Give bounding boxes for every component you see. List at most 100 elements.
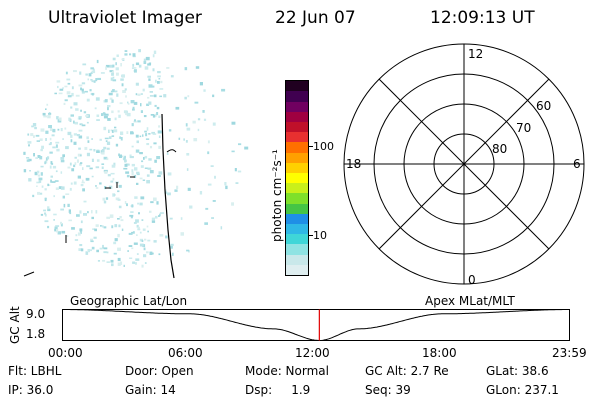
- uv-speckle: [143, 58, 146, 62]
- uv-speckle: [108, 136, 112, 139]
- uv-speckle: [45, 130, 49, 134]
- uv-speckle: [204, 222, 208, 225]
- uv-speckle: [157, 75, 161, 78]
- uv-speckle: [56, 148, 60, 152]
- uv-speckle: [82, 63, 87, 66]
- uv-speckle: [105, 66, 107, 70]
- uv-speckle: [114, 90, 118, 93]
- uv-speckle: [33, 153, 35, 157]
- uv-speckle: [90, 238, 93, 242]
- uv-speckle: [137, 202, 139, 205]
- timeline-x-tick: 12:00: [295, 346, 330, 360]
- uv-speckle: [53, 213, 57, 216]
- uv-speckle: [102, 244, 104, 249]
- sequence-value: Seq: 39: [365, 383, 411, 397]
- uv-speckle: [40, 148, 43, 152]
- uv-speckle: [131, 231, 134, 234]
- uv-speckle: [146, 225, 149, 228]
- uv-speckle: [148, 78, 151, 81]
- uv-speckle: [57, 85, 59, 89]
- uv-speckle: [136, 140, 139, 144]
- uv-speckle: [91, 210, 93, 214]
- uv-speckle: [45, 157, 48, 161]
- uv-speckle: [151, 217, 155, 221]
- uv-speckle: [119, 216, 122, 219]
- uv-speckle: [235, 182, 239, 184]
- uv-speckle: [164, 191, 168, 194]
- uv-speckle: [121, 155, 124, 158]
- uv-speckle: [150, 201, 154, 204]
- uv-speckle: [60, 159, 65, 163]
- uv-speckle: [237, 170, 242, 173]
- uv-speckle: [80, 248, 84, 252]
- uv-speckle: [145, 56, 150, 61]
- uv-speckle: [151, 131, 155, 134]
- uv-speckle: [70, 182, 73, 185]
- uv-speckle: [108, 129, 110, 133]
- uv-speckle: [113, 162, 116, 166]
- uv-speckle: [135, 262, 137, 265]
- uv-speckle: [140, 165, 144, 168]
- uv-speckle: [153, 50, 157, 54]
- uv-speckle: [135, 258, 140, 261]
- uv-speckle: [66, 235, 69, 237]
- timeline-x-tick: 23:59: [552, 346, 587, 360]
- uv-speckle: [95, 166, 100, 169]
- colorbar-tick: [308, 146, 313, 147]
- uv-speckle: [158, 215, 160, 217]
- uv-speckle: [48, 125, 52, 129]
- uv-speckle: [120, 63, 122, 67]
- terminator-line: [161, 113, 175, 279]
- uv-speckle: [127, 250, 129, 252]
- uv-speckle: [88, 73, 92, 77]
- uv-speckle: [144, 167, 149, 169]
- uv-speckle: [91, 138, 93, 140]
- uv-speckle: [157, 175, 161, 177]
- uv-speckle: [139, 243, 144, 247]
- uv-speckle: [52, 128, 56, 133]
- colorbar-segment: [286, 203, 308, 214]
- uv-speckle: [44, 188, 47, 191]
- uv-speckle: [138, 49, 141, 53]
- uv-speckle: [84, 146, 88, 150]
- uv-speckle: [148, 101, 152, 105]
- uv-speckle: [107, 106, 109, 111]
- uv-speckle: [140, 93, 143, 95]
- uv-speckle: [93, 149, 96, 152]
- uv-speckle: [187, 187, 191, 191]
- uv-speckle: [81, 88, 84, 92]
- uv-speckle: [71, 168, 75, 172]
- uv-speckle: [143, 157, 145, 160]
- uv-speckle: [90, 240, 94, 243]
- uv-speckle: [40, 213, 44, 216]
- uv-speckle: [89, 167, 93, 170]
- uv-speckle: [126, 112, 131, 117]
- uv-speckle: [80, 162, 83, 164]
- uv-speckle: [73, 164, 76, 168]
- uv-speckle: [83, 200, 87, 203]
- uv-speckle: [27, 141, 32, 144]
- uv-speckle: [121, 58, 125, 61]
- uv-speckle: [130, 100, 135, 104]
- uv-speckle: [114, 126, 117, 129]
- uv-speckle: [165, 235, 168, 239]
- uv-speckle: [142, 179, 146, 181]
- uv-speckle: [55, 170, 58, 173]
- uv-speckle: [73, 141, 77, 145]
- uv-speckle: [121, 83, 124, 87]
- uv-speckle: [126, 174, 130, 178]
- uv-speckle: [156, 112, 159, 116]
- uv-speckle: [110, 129, 113, 132]
- uv-speckle: [58, 186, 63, 189]
- uv-speckle: [139, 152, 143, 155]
- uv-speckle: [60, 223, 63, 227]
- uv-speckle: [91, 70, 96, 74]
- uv-speckle: [212, 122, 216, 126]
- uv-speckle: [78, 147, 81, 150]
- uv-speckle: [231, 121, 236, 125]
- uv-speckle: [42, 112, 46, 116]
- uv-speckle: [67, 203, 70, 207]
- uv-speckle: [91, 216, 94, 220]
- uv-speckle: [111, 225, 114, 229]
- uv-speckle: [112, 57, 116, 61]
